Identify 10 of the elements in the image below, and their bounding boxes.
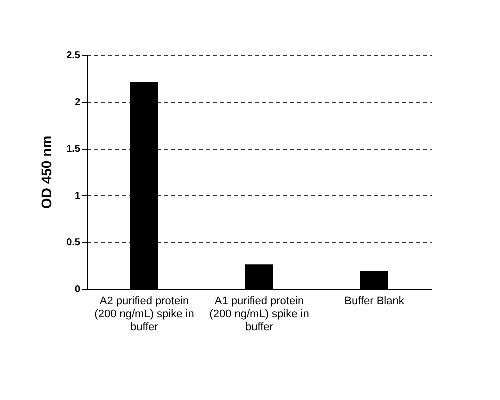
x-tick-label: A2 purified protein (200 ng/mL) spike in buffer [94, 296, 194, 334]
x-tick-label: A1 purified protein (200 ng/mL) spike in buffer [210, 296, 310, 334]
y-tick-label: 2.5 [66, 50, 81, 62]
y-tick-label: 1 [74, 190, 81, 202]
y-tick-label: 0 [74, 284, 81, 296]
y-tick-label: 1.5 [66, 144, 81, 156]
x-tick-label: Buffer Blank [344, 296, 405, 308]
y-tick-label: 2 [74, 97, 81, 108]
y-axis-title: OD 450 nm [38, 136, 55, 210]
y-tick-label: 0.5 [66, 238, 81, 249]
